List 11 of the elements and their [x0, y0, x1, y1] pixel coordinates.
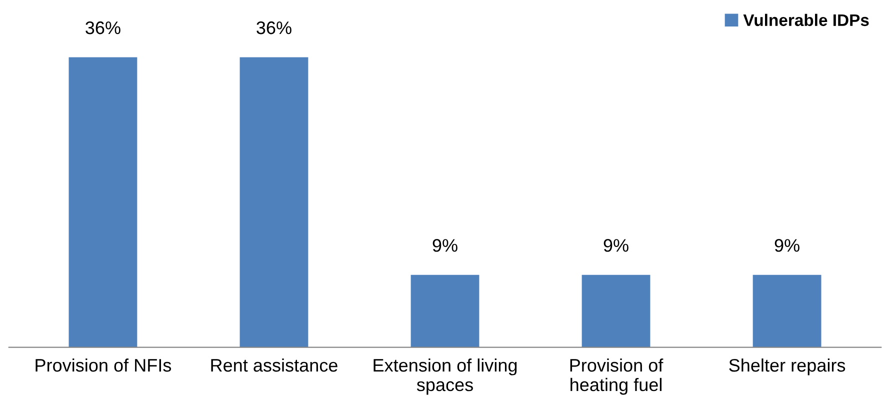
x-tick-label: Shelter repairs — [729, 358, 846, 376]
x-tick-label: Rent assistance — [211, 358, 338, 372]
data-label: 36% — [256, 21, 292, 34]
legend-label: Vulnerable IDPs — [743, 14, 869, 26]
data-label: 9% — [774, 239, 800, 252]
x-tick-label: Provision of heating fuel — [570, 358, 664, 395]
x-tick-label: Provision of NFIs — [36, 358, 172, 372]
data-label: 9% — [432, 239, 458, 252]
data-label: 9% — [604, 239, 628, 252]
x-tick-label: Extension of living spaces — [374, 358, 517, 395]
data-label: 36% — [86, 21, 120, 34]
